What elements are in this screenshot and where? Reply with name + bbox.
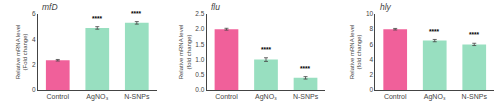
svg-text:AgNO₃: AgNO₃: [255, 93, 277, 101]
svg-text:Relative mRNA level(fold chang: Relative mRNA level(fold change): [178, 25, 192, 80]
svg-text:0.5: 0.5: [195, 71, 204, 78]
svg-text:0.0: 0.0: [195, 86, 204, 93]
svg-text:2: 2: [370, 71, 374, 78]
svg-text:6: 6: [370, 41, 374, 48]
svg-text:mfD: mfD: [42, 2, 58, 12]
svg-text:AgNO₃: AgNO₃: [424, 93, 446, 101]
svg-text:flu: flu: [211, 2, 220, 12]
svg-text:N-SNPs: N-SNPs: [462, 93, 488, 100]
svg-text:2.0: 2.0: [195, 25, 204, 32]
svg-text:****: ****: [300, 65, 311, 72]
svg-text:6: 6: [32, 10, 36, 17]
svg-text:AgNO₃: AgNO₃: [86, 93, 108, 101]
svg-text:8: 8: [370, 25, 374, 32]
svg-text:4: 4: [370, 56, 374, 63]
svg-text:2: 2: [32, 61, 36, 68]
svg-text:hly: hly: [380, 2, 392, 12]
svg-text:10: 10: [366, 10, 374, 17]
svg-text:****: ****: [469, 31, 480, 38]
svg-text:****: ****: [261, 46, 272, 53]
svg-text:1.5: 1.5: [195, 41, 204, 48]
svg-text:Relative mRNA level(fold chang: Relative mRNA level(fold change): [349, 25, 363, 80]
svg-text:****: ****: [131, 10, 142, 17]
svg-text:Control: Control: [46, 93, 69, 100]
svg-text:N-SNPs: N-SNPs: [124, 93, 150, 100]
svg-text:0: 0: [370, 86, 374, 93]
svg-text:****: ****: [429, 28, 440, 35]
svg-text:Relative mRNA level(Fold chang: Relative mRNA level(Fold change): [15, 25, 29, 80]
svg-text:Control: Control: [384, 93, 407, 100]
svg-text:1.0: 1.0: [195, 56, 204, 63]
svg-text:4: 4: [32, 36, 36, 43]
svg-text:****: ****: [92, 15, 103, 22]
svg-text:2.5: 2.5: [195, 10, 204, 17]
svg-text:N-SNPs: N-SNPs: [293, 93, 319, 100]
svg-text:Control: Control: [215, 93, 238, 100]
svg-text:0: 0: [32, 86, 36, 93]
